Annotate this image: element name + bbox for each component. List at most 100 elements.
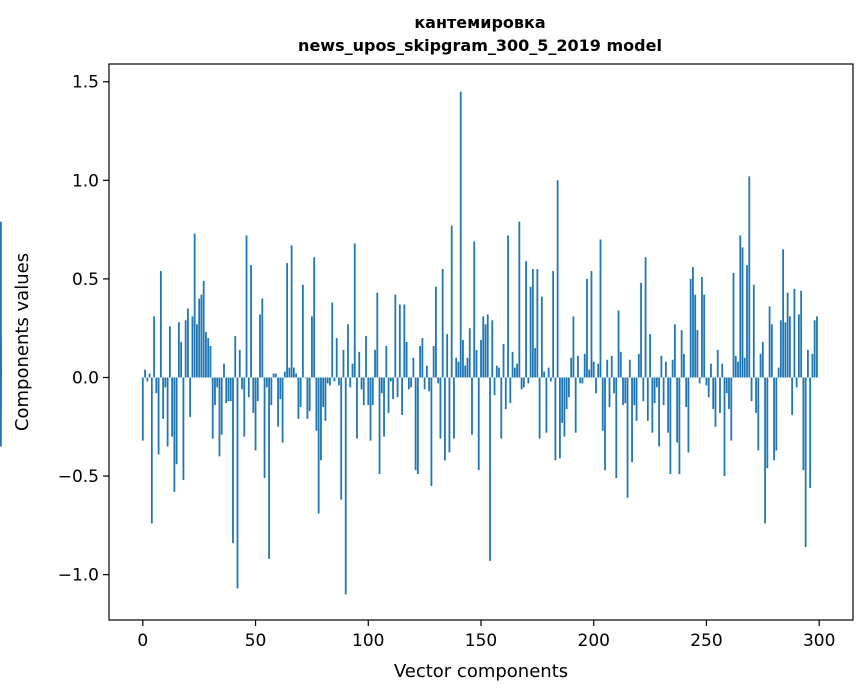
bar bbox=[320, 377, 322, 461]
bar bbox=[473, 241, 476, 378]
bar bbox=[234, 336, 237, 378]
bar bbox=[259, 314, 261, 378]
y-tick-label: −1.0 bbox=[58, 566, 99, 586]
bar bbox=[712, 377, 715, 410]
bar bbox=[367, 377, 370, 406]
bar bbox=[437, 377, 440, 384]
bar bbox=[687, 377, 690, 453]
bar bbox=[279, 377, 282, 400]
bar bbox=[606, 359, 609, 378]
bar bbox=[642, 377, 645, 402]
bar bbox=[748, 176, 751, 378]
bar bbox=[200, 294, 203, 378]
bar bbox=[317, 377, 320, 514]
bar bbox=[376, 292, 379, 378]
bar bbox=[788, 316, 791, 378]
bar bbox=[813, 320, 816, 378]
bar bbox=[281, 377, 284, 443]
bar bbox=[153, 316, 155, 378]
bar bbox=[457, 361, 460, 378]
bar bbox=[340, 377, 343, 500]
bar bbox=[180, 342, 183, 378]
bar bbox=[525, 261, 527, 378]
bar bbox=[739, 235, 742, 378]
bar bbox=[211, 377, 214, 439]
bar bbox=[435, 286, 437, 378]
bar bbox=[453, 377, 455, 439]
bar bbox=[394, 294, 397, 378]
bar bbox=[475, 349, 478, 378]
x-tick-label: 200 bbox=[578, 631, 610, 651]
bar bbox=[383, 377, 385, 437]
bar bbox=[265, 377, 268, 388]
bar bbox=[209, 345, 212, 378]
bar bbox=[225, 377, 228, 404]
bar bbox=[545, 377, 548, 433]
bar bbox=[599, 239, 602, 378]
bar bbox=[613, 377, 615, 394]
bar bbox=[804, 377, 807, 548]
bar bbox=[313, 257, 316, 378]
bar bbox=[162, 377, 165, 419]
bar bbox=[775, 377, 778, 451]
bar bbox=[338, 377, 340, 386]
bar bbox=[734, 355, 737, 378]
bar bbox=[177, 322, 180, 378]
bar bbox=[680, 330, 683, 378]
bar bbox=[531, 269, 534, 378]
bar bbox=[743, 357, 746, 378]
bar bbox=[619, 351, 622, 378]
bar bbox=[238, 349, 241, 378]
bar bbox=[304, 377, 307, 379]
bar bbox=[595, 377, 597, 394]
bar bbox=[746, 265, 748, 378]
bar bbox=[464, 365, 467, 378]
bar bbox=[223, 363, 225, 378]
bar bbox=[444, 377, 446, 461]
bar bbox=[513, 367, 516, 378]
bar bbox=[710, 363, 712, 378]
bar bbox=[369, 377, 372, 441]
bar bbox=[196, 324, 198, 378]
bar bbox=[590, 271, 593, 378]
bar bbox=[335, 338, 338, 378]
bar bbox=[229, 377, 232, 402]
bar bbox=[448, 377, 451, 453]
bar bbox=[421, 338, 424, 378]
bar bbox=[477, 377, 480, 471]
bar bbox=[299, 377, 302, 408]
bar bbox=[678, 377, 681, 475]
bar bbox=[622, 377, 624, 406]
bar bbox=[773, 377, 775, 461]
bar bbox=[311, 316, 313, 378]
bar bbox=[768, 306, 771, 378]
bar bbox=[507, 235, 509, 378]
bar bbox=[797, 314, 800, 378]
bar bbox=[241, 377, 243, 390]
bar bbox=[159, 271, 162, 378]
bar bbox=[419, 345, 422, 378]
bar bbox=[577, 355, 579, 378]
bar bbox=[184, 320, 187, 378]
bar bbox=[214, 377, 216, 406]
bar bbox=[297, 377, 300, 419]
bar bbox=[198, 298, 201, 378]
bar bbox=[245, 235, 248, 378]
bar bbox=[144, 369, 146, 378]
bar bbox=[283, 371, 286, 378]
bar bbox=[468, 328, 471, 378]
bar bbox=[0, 377, 2, 410]
bar bbox=[191, 316, 194, 378]
bar bbox=[755, 377, 757, 413]
bar bbox=[500, 377, 503, 439]
bar bbox=[486, 314, 489, 378]
bar bbox=[556, 180, 559, 378]
bar bbox=[610, 355, 613, 378]
bar bbox=[405, 342, 408, 378]
bar bbox=[714, 377, 717, 427]
bar bbox=[536, 269, 539, 378]
chart-title-line-1: кантемировка bbox=[414, 13, 545, 32]
bar bbox=[432, 345, 435, 378]
bar bbox=[482, 316, 485, 378]
